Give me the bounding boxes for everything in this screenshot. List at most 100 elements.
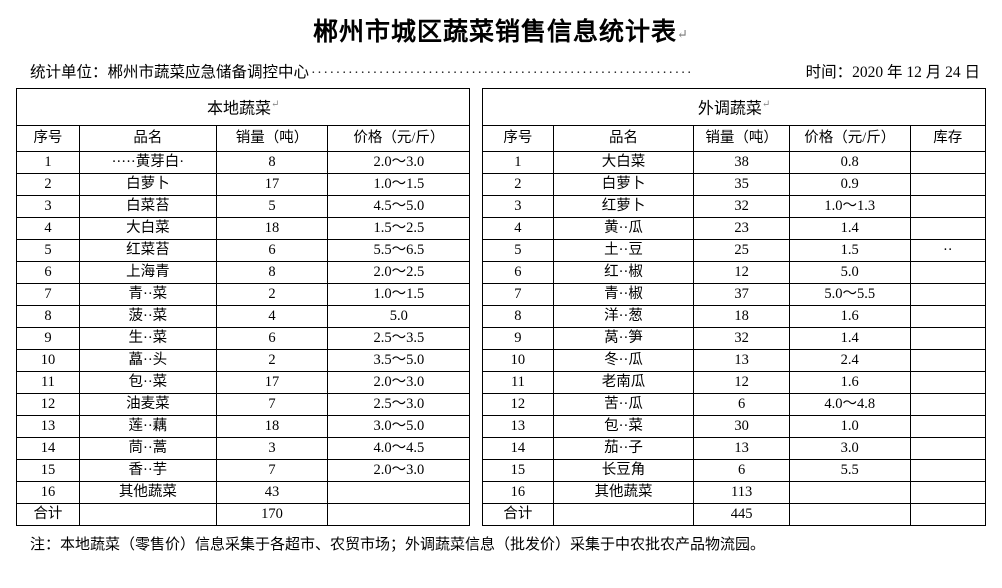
cell-price: 1.4 xyxy=(788,217,911,240)
cell-volume: 32 xyxy=(693,195,790,218)
cell-price xyxy=(327,481,471,504)
cell-price: 2.5～3.5 xyxy=(327,327,471,350)
cell-price: 4.0～4.5 xyxy=(327,437,471,460)
header-line: 统计单位：郴州市蔬菜应急储备调控中心 ·····················… xyxy=(0,50,1002,88)
cell-price xyxy=(327,503,471,526)
tables-container: 本地蔬菜↵ 序号 品名 销量（吨） 价格（元/斤） 1 ·····黄芽白· 8 2.0… xyxy=(0,88,1002,526)
col-header-volume: 销量（吨） xyxy=(215,125,329,152)
cell-price: 1.0 xyxy=(788,415,911,438)
cell-price: 1.5～2.5 xyxy=(327,217,471,240)
cell-name: 上海青 xyxy=(78,261,217,284)
cell-name: 莲··藕 xyxy=(78,415,217,438)
cell-volume: 38 xyxy=(693,151,790,174)
cell-volume: 37 xyxy=(693,283,790,306)
cell-stock xyxy=(909,327,987,350)
cell-name: 长豆角 xyxy=(552,459,695,482)
cell-stock xyxy=(909,349,987,372)
cell-volume: 3 xyxy=(215,437,329,460)
page-title: 郴州市城区蔬菜销售信息统计表↵ xyxy=(0,12,1002,48)
table-row: 10 冬··瓜 13 2.4 xyxy=(482,349,987,372)
cell-no: 2 xyxy=(482,173,554,196)
table-row: 12 苦··瓜 6 4.0～4.8 xyxy=(482,393,987,416)
cell-volume: 30 xyxy=(693,415,790,438)
table-row: 本地蔬菜↵ xyxy=(15,88,471,126)
cell-name: 莴··笋 xyxy=(552,327,695,350)
cell-name: 藠··头 xyxy=(78,349,217,372)
table-row: 8 洋··葱 18 1.6 xyxy=(482,305,987,328)
cell-volume: 18 xyxy=(693,305,790,328)
cell-price: 1.6 xyxy=(788,371,911,394)
cell-stock xyxy=(909,195,987,218)
cell-price: 2.4 xyxy=(788,349,911,372)
external-group-label: 外调蔬菜 xyxy=(697,100,762,118)
cell-stock xyxy=(909,481,987,504)
col-header-no: 序号 xyxy=(482,125,554,152)
table-row: 13 包··菜 30 1.0 xyxy=(482,415,987,438)
local-group-label: 本地蔬菜 xyxy=(206,100,271,118)
cell-volume: 8 xyxy=(215,261,329,284)
table-row: 3 白菜苔 5 4.5～5.0 xyxy=(16,195,471,218)
cell-no: 7 xyxy=(16,283,80,306)
cell-volume: 113 xyxy=(693,481,790,504)
table-row: 12 油麦菜 7 2.5～3.0 xyxy=(16,393,471,416)
cell-price: 1.6 xyxy=(788,305,911,328)
cell-volume: 12 xyxy=(693,261,790,284)
cell-stock xyxy=(909,437,987,460)
cell-name: 红··椒 xyxy=(552,261,695,284)
cell-name: 洋··葱 xyxy=(552,305,695,328)
cell-price: 5.0 xyxy=(788,261,911,284)
cell-no: 1 xyxy=(482,151,554,174)
cell-price: 5.5～6.5 xyxy=(327,239,471,262)
cell-total-label: 合计 xyxy=(482,503,554,526)
table-row: 15 长豆角 6 5.5 xyxy=(482,459,987,482)
cell-no: 5 xyxy=(16,239,80,262)
cell-price: 2.5～3.0 xyxy=(327,393,471,416)
cell-name: 青··菜 xyxy=(78,283,217,306)
table-row: 13 莲··藕 18 3.0～5.0 xyxy=(16,415,471,438)
cell-volume: 7 xyxy=(215,459,329,482)
cell-no: 11 xyxy=(16,371,80,394)
cell-price: 2.0～3.0 xyxy=(327,151,471,174)
cell-volume: 5 xyxy=(215,195,329,218)
cell-name: 包··菜 xyxy=(552,415,695,438)
cell-volume: 17 xyxy=(215,371,329,394)
cell-name: 白萝卜 xyxy=(552,173,695,196)
col-header-stock: 库存 xyxy=(909,125,987,152)
cell-stock xyxy=(909,151,987,174)
cell-no: 15 xyxy=(16,459,80,482)
paragraph-mark-icon: ↵ xyxy=(761,99,771,111)
local-vegetables-table: 本地蔬菜↵ 序号 品名 销量（吨） 价格（元/斤） 1 ·····黄芽白· 8 2.0… xyxy=(15,88,471,526)
table-row: 7 青··菜 2 1.0～1.5 xyxy=(16,283,471,306)
cell-no: 14 xyxy=(482,437,554,460)
table-row: 16 其他蔬菜 113 xyxy=(482,481,987,504)
cell-no: 2 xyxy=(16,173,80,196)
cell-volume: 18 xyxy=(215,415,329,438)
cell-volume: 17 xyxy=(215,173,329,196)
cell-no: 5 xyxy=(482,239,554,262)
table-row: 9 生··菜 6 2.5～3.5 xyxy=(16,327,471,350)
table-row: 6 上海青 8 2.0～2.5 xyxy=(16,261,471,284)
cell-no: 4 xyxy=(16,217,80,240)
cell-name: 冬··瓜 xyxy=(552,349,695,372)
cell-total-label: 合计 xyxy=(16,503,80,526)
table-row: 3 红萝卜 32 1.0～1.3 xyxy=(482,195,987,218)
table-row: 10 藠··头 2 3.5～5.0 xyxy=(16,349,471,372)
cell-price: 1.0～1.5 xyxy=(327,283,471,306)
statistics-unit-label: 统计单位：郴州市蔬菜应急储备调控中心 xyxy=(30,64,310,81)
table-gap xyxy=(470,88,482,526)
cell-volume: 43 xyxy=(215,481,329,504)
cell-name: 白萝卜 xyxy=(78,173,217,196)
table-row: 11 包··菜 17 2.0～3.0 xyxy=(16,371,471,394)
cell-volume: 12 xyxy=(693,371,790,394)
col-header-price: 价格（元/斤） xyxy=(788,125,911,152)
cell-no: 9 xyxy=(16,327,80,350)
cell-name: 大白菜 xyxy=(78,217,217,240)
cell-price: 3.5～5.0 xyxy=(327,349,471,372)
cell-name: 生··菜 xyxy=(78,327,217,350)
cell-price: 4.5～5.0 xyxy=(327,195,471,218)
cell-no: 15 xyxy=(482,459,554,482)
table-row: 4 大白菜 18 1.5～2.5 xyxy=(16,217,471,240)
cell-stock xyxy=(909,503,987,526)
cell-name: 包··菜 xyxy=(78,371,217,394)
cell-name: 香··芋 xyxy=(78,459,217,482)
